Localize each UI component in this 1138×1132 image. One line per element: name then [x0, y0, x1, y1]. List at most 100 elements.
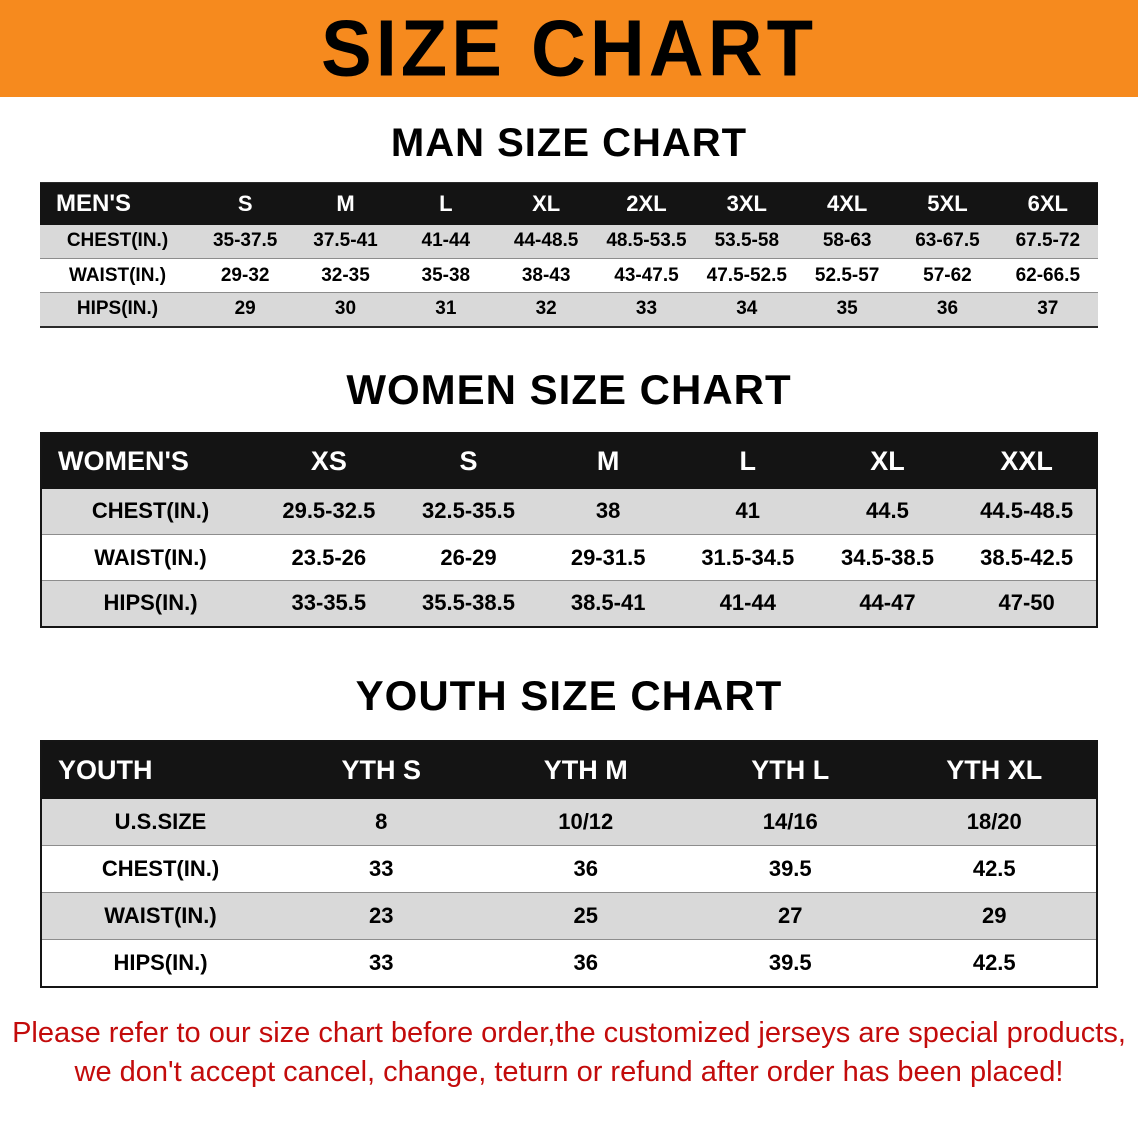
size-value: 14/16	[762, 808, 818, 834]
size-value: 37.5-41	[313, 230, 378, 252]
row-label: WAIST(IN.)	[104, 903, 217, 928]
row-label-header: YOUTH	[41, 740, 279, 799]
row-label-header: WOMEN'S	[41, 432, 259, 489]
size-value: 39.5	[768, 949, 812, 975]
size-value: 35-38	[421, 264, 471, 286]
size-value: 47.5-52.5	[706, 264, 787, 286]
table-row: U.S.SIZE 8 10/12 14/16 18/20	[41, 798, 1097, 846]
table-row: HIPS(IN.) 33-35.5 35.5-38.5 38.5-41 41-44 44-…	[41, 580, 1097, 627]
size-value: 10/12	[558, 808, 614, 834]
size-value: 52.5-57	[814, 264, 880, 286]
size-column-header: 5XL	[897, 182, 998, 225]
size-column-header: YTH XL	[892, 740, 1097, 799]
women-section-heading: WOMEN SIZE CHART	[346, 365, 792, 413]
size-value: 42.5	[972, 856, 1016, 881]
size-value: 44.5	[866, 498, 909, 524]
size-value: 62-66.5	[1015, 264, 1081, 286]
size-value: 29	[234, 298, 256, 320]
table-row: CHEST(IN.) 35-37.5 37.5-41 41-44 44-48.5 48.5…	[40, 224, 1098, 259]
size-column-header: S	[398, 432, 539, 489]
size-value: 44.5-48.5	[980, 498, 1074, 524]
size-column-header: 4XL	[796, 182, 898, 225]
size-value: 31	[435, 298, 457, 320]
size-value: 33	[369, 856, 394, 881]
size-value: 18/20	[966, 808, 1022, 834]
row-label: HIPS(IN.)	[113, 949, 208, 975]
row-label: CHEST(IN.)	[101, 856, 220, 881]
header-row: WOMEN'S XS S M L XL XXL	[41, 432, 1097, 489]
size-value: 32.5-35.5	[422, 498, 515, 524]
size-value: 38-43	[521, 264, 571, 286]
size-column-header: 3XL	[696, 182, 797, 225]
size-value: 39.5	[768, 856, 812, 881]
size-value: 25	[573, 903, 598, 928]
size-value: 47-50	[998, 590, 1055, 616]
row-label: HIPS(IN.)	[76, 298, 159, 320]
size-value: 58-63	[822, 230, 872, 252]
size-value: 34.5-38.5	[840, 544, 934, 570]
size-column-header: S	[195, 182, 296, 225]
size-value: 32-35	[321, 264, 370, 286]
size-value: 57-62	[923, 264, 972, 286]
size-value: 48.5-53.5	[606, 230, 687, 252]
size-value: 29	[982, 903, 1007, 928]
size-value: 35.5-38.5	[422, 590, 515, 616]
table-row: WAIST(IN.) 23.5-26 26-29 29-31.5 31.5-34.5 34…	[41, 534, 1097, 581]
size-value: 44-48.5	[513, 230, 579, 252]
size-value: 29-31.5	[570, 544, 646, 570]
size-value: 26-29	[440, 544, 497, 570]
women-section: WOMEN SIZE CHART WOMEN'S XS S M L XL XXL CHEST(…	[0, 366, 1138, 628]
size-column-header: 6XL	[997, 182, 1098, 225]
size-column-header: M	[538, 432, 678, 489]
table-row: WAIST(IN.) 23 25 27 29	[41, 892, 1097, 940]
size-value: 41-44	[719, 590, 776, 616]
size-value: 36	[936, 298, 959, 320]
size-value: 33	[369, 949, 394, 975]
youth-section-heading: YOUTH SIZE CHART	[355, 671, 783, 719]
table-row: CHEST(IN.) 33 36 39.5 42.5	[41, 845, 1097, 893]
size-value: 63-67.5	[915, 230, 980, 252]
size-value: 35	[836, 298, 858, 320]
size-value: 30	[334, 298, 357, 320]
size-column-header: XS	[259, 432, 399, 489]
size-value: 36	[573, 949, 598, 975]
size-value: 38.5-42.5	[980, 544, 1074, 570]
page-title: SIZE CHART	[321, 3, 817, 93]
row-label: WAIST(IN.)	[94, 544, 207, 570]
size-value: 33-35.5	[291, 590, 367, 616]
row-label: HIPS(IN.)	[103, 590, 198, 616]
table-row: HIPS(IN.) 29 30 31 32 33 34 35 36 37	[40, 292, 1098, 327]
size-value: 34	[736, 298, 758, 320]
size-column-header: XL	[817, 432, 958, 489]
size-value: 44-47	[859, 590, 916, 616]
youth-section: YOUTH SIZE CHART YOUTH YTH S YTH M YTH L YTH…	[0, 672, 1138, 988]
header-row: MEN'S S M L XL 2XL 3XL 4XL 5XL 6XL	[40, 182, 1098, 225]
size-column-header: L	[395, 182, 496, 225]
disclaimer-line-1: Please refer to our size chart before or…	[12, 1016, 1126, 1049]
size-value: 53.5-58	[714, 230, 780, 252]
row-label: U.S.SIZE	[114, 808, 207, 834]
table-row: WAIST(IN.) 29-32 32-35 35-38 38-43 43-47.5 47.…	[40, 258, 1098, 293]
size-value: 37	[1037, 298, 1059, 320]
size-value: 38.5-41	[570, 590, 646, 616]
disclaimer: Please refer to our size chart before or…	[0, 1014, 1138, 1092]
row-label: CHEST(IN.)	[91, 498, 210, 524]
size-value: 35-37.5	[212, 230, 278, 252]
size-value: 33	[635, 298, 658, 320]
size-value: 36	[573, 856, 598, 881]
size-column-header: 2XL	[596, 182, 697, 225]
row-label-header: MEN'S	[40, 182, 195, 225]
table-row: CHEST(IN.) 29.5-32.5 32.5-35.5 38 41 44.5 44.5…	[41, 488, 1097, 535]
women-size-table: WOMEN'S XS S M L XL XXL CHEST(IN.) 29.5-32.5 32.5…	[40, 431, 1098, 628]
size-value: 23.5-26	[291, 544, 367, 570]
size-value: 38	[595, 498, 621, 524]
size-value: 41-44	[421, 230, 471, 252]
youth-size-table: YOUTH YTH S YTH M YTH L YTH XL U.S.SIZE 8 10/12…	[40, 739, 1098, 988]
size-value: 29.5-32.5	[282, 498, 376, 524]
size-column-header: YTH S	[279, 740, 484, 799]
disclaimer-line-2: we don't accept cancel, change, teturn o…	[74, 1055, 1064, 1088]
size-value: 67.5-72	[1015, 230, 1081, 252]
size-column-header: M	[295, 182, 396, 225]
size-value: 43-47.5	[614, 264, 679, 286]
table-row: HIPS(IN.) 33 36 39.5 42.5	[41, 939, 1097, 987]
